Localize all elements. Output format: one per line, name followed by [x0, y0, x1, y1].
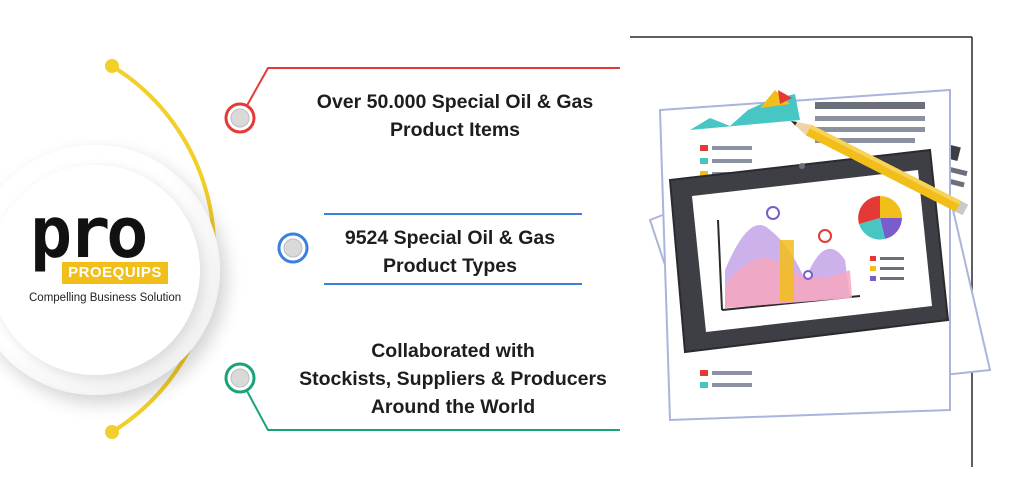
pie-chart-icon	[858, 196, 904, 281]
feature-line: Product Types	[383, 255, 517, 277]
feature-line: Stockists, Suppliers & Producers	[299, 368, 607, 390]
logo-badge: PROEQUIPS	[62, 262, 168, 284]
feature-collaboration: Collaborated with Stockists, Suppliers &…	[268, 337, 638, 421]
feature-line: Around the World	[370, 396, 536, 418]
line-chart-icon	[717, 206, 861, 311]
connector-line-green	[239, 377, 620, 431]
logo-wordmark: pro	[30, 192, 148, 274]
timeline-end-dot	[105, 425, 119, 439]
timeline-start-dot	[105, 59, 119, 73]
feature-product-items: Over 50.000 Special Oil & Gas Product It…	[290, 88, 620, 144]
logo-tagline: Compelling Business Solution	[29, 292, 182, 304]
feature-line: Over 50.000 Special Oil & Gas	[316, 91, 594, 113]
feature-line: 9524 Special Oil & Gas	[344, 227, 556, 249]
feature-product-types: 9524 Special Oil & Gas Product Types	[300, 224, 600, 280]
pencil-icon	[790, 120, 969, 216]
connector-line-red	[239, 67, 620, 119]
report-illustration	[648, 88, 992, 422]
feature-line: Product Items	[389, 119, 521, 141]
feature-line: Collaborated with	[371, 340, 535, 362]
